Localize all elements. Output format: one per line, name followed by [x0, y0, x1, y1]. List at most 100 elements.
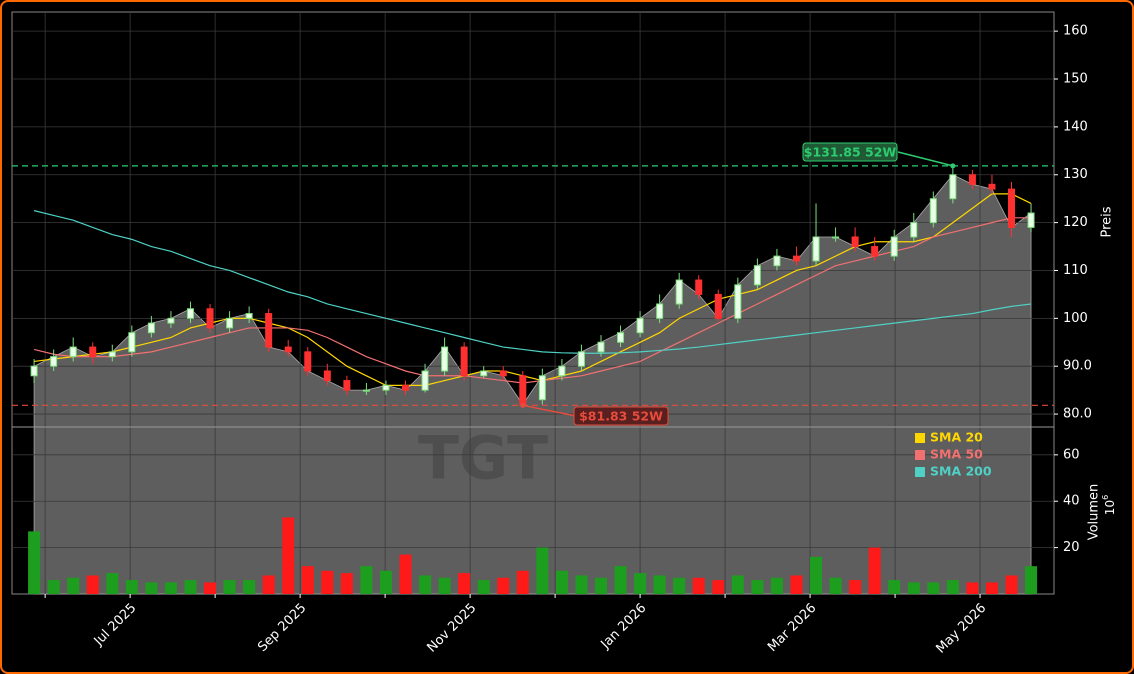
volume-bar	[399, 554, 412, 594]
candle-body	[538, 375, 546, 401]
volume-bar	[868, 547, 881, 594]
candle-body	[792, 255, 800, 262]
arrow-head	[950, 163, 956, 169]
volume-bar	[829, 577, 842, 594]
y-tick-label: 130	[1063, 167, 1088, 182]
candle-body	[323, 370, 331, 382]
x-tick-label: Nov 2025	[425, 601, 480, 656]
volume-bar	[653, 575, 666, 594]
volume-bar	[497, 577, 510, 594]
volume-bar	[555, 570, 568, 594]
volume-bar	[712, 580, 725, 594]
volume-bar	[594, 577, 607, 594]
candle-body	[382, 384, 390, 391]
volume-bar	[125, 580, 138, 594]
candle-body	[675, 279, 683, 305]
volume-bar	[379, 570, 392, 594]
volume-bar	[243, 580, 256, 594]
volume-bar	[770, 577, 783, 594]
candle-body	[832, 236, 840, 239]
sma-line	[34, 193, 1032, 386]
candle-body	[362, 389, 370, 392]
candle-body	[265, 313, 273, 348]
volume-bar	[458, 573, 471, 594]
volume-bar	[340, 573, 353, 594]
candle-body	[50, 356, 58, 367]
volume-bar	[86, 575, 99, 594]
candle-body	[656, 303, 664, 319]
volume-bar	[477, 580, 490, 594]
volume-bar	[262, 575, 275, 594]
volume-bar	[360, 566, 373, 594]
x-tick-label: Sep 2025	[255, 601, 309, 655]
candle-body	[89, 346, 97, 358]
candle-body	[734, 284, 742, 319]
volume-bar	[223, 580, 236, 594]
volume-bar	[47, 580, 60, 594]
candle-body	[949, 174, 957, 200]
x-tick-label: Mar 2026	[765, 601, 819, 655]
y-tick-label: 110	[1063, 263, 1088, 278]
candle-body	[577, 351, 585, 367]
candle-body	[147, 322, 155, 334]
volume-bar	[966, 582, 979, 594]
candle-body	[558, 365, 566, 377]
y-tick-label: 140	[1063, 119, 1088, 134]
sma-line	[33, 210, 1032, 354]
volume-bar	[673, 577, 686, 594]
candle-body	[714, 293, 722, 319]
candle-body	[812, 236, 820, 262]
candle-body	[226, 317, 234, 329]
legend-label: SMA 20	[930, 430, 983, 445]
candle-body	[304, 351, 312, 372]
candle-body	[636, 317, 644, 334]
candle-body	[597, 341, 605, 353]
y-tick-label: 150	[1063, 72, 1088, 87]
volume-bar	[164, 582, 177, 594]
x-tick-label: May 2026	[933, 601, 989, 657]
candle-body	[499, 370, 507, 377]
candle-body	[284, 346, 292, 353]
candle-body	[460, 346, 468, 377]
volume-bar	[184, 580, 197, 594]
candle-body	[929, 198, 937, 224]
candle-body	[206, 308, 214, 329]
candle-body	[617, 332, 625, 343]
annotation-arrow	[897, 151, 954, 167]
arrow-head	[520, 402, 526, 408]
candle-body	[1008, 188, 1016, 228]
volume-bar	[731, 575, 744, 594]
volume-bar	[1025, 566, 1038, 594]
candle-body	[1027, 212, 1035, 228]
candle-body	[890, 236, 898, 257]
y-axis-label: Volumen	[1087, 484, 1102, 541]
volume-bar	[419, 575, 432, 594]
sma-line	[33, 217, 1032, 384]
annotation-label: $81.83 52W	[579, 409, 663, 424]
annotation-box	[802, 142, 898, 162]
volume-bar	[575, 575, 588, 594]
volume-bar	[810, 556, 823, 594]
x-tick-label: Jan 2026	[598, 601, 650, 653]
candle-body	[519, 375, 527, 406]
candle-body	[773, 255, 781, 267]
candle-body	[753, 265, 761, 286]
y-tick-label: 40	[1063, 494, 1080, 509]
volume-bar	[985, 582, 998, 594]
volume-bar	[321, 570, 334, 594]
volume-bar	[106, 573, 119, 594]
y-axis-label: Preis	[1100, 206, 1115, 237]
y-tick-label: 60	[1063, 447, 1080, 462]
volume-bar	[751, 580, 764, 594]
y-tick-label: 120	[1063, 215, 1088, 230]
candle-body	[910, 222, 918, 238]
y-tick-label: 90.0	[1063, 359, 1092, 374]
candle-body	[108, 351, 116, 358]
candle-body	[402, 384, 410, 391]
candle-body	[128, 332, 136, 353]
volume-bar	[301, 566, 314, 594]
volume-bar	[614, 566, 627, 594]
volume-bar	[282, 517, 295, 594]
